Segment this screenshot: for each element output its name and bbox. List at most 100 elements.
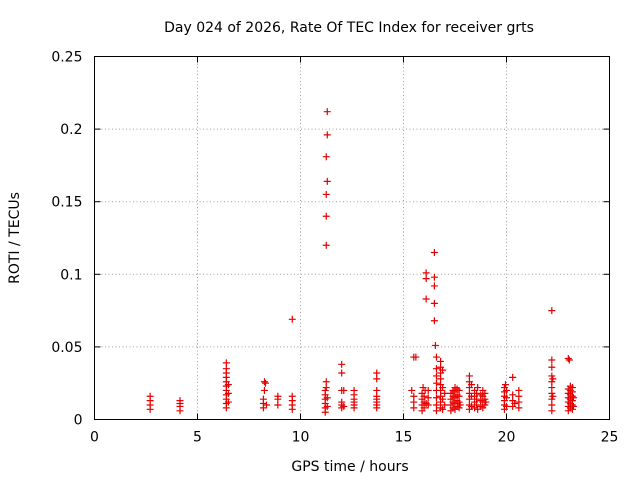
data-point (338, 360, 346, 368)
data-point (410, 392, 418, 400)
data-point (288, 392, 296, 400)
data-point (146, 392, 154, 400)
data-point (373, 386, 381, 394)
data-point (323, 394, 331, 402)
data-point (503, 394, 510, 402)
data-point (501, 381, 509, 389)
data-point (565, 356, 573, 364)
data-point (481, 389, 489, 397)
data-point (439, 366, 447, 374)
x-axis-label: GPS time / hours (291, 459, 408, 475)
x-tick-label: 5 (193, 430, 202, 446)
chart-title: Day 024 of 2026, Rate Of TEC Index for r… (164, 20, 534, 36)
data-point (224, 381, 232, 389)
data-point (441, 401, 449, 409)
data-point (548, 356, 556, 364)
data-point (439, 384, 447, 392)
data-point (430, 282, 438, 290)
data-point (511, 400, 519, 408)
y-tick-label: 0.05 (51, 340, 82, 356)
data-point (274, 392, 282, 400)
data-points (146, 108, 577, 416)
y-tick-label: 0 (74, 413, 83, 429)
data-point (338, 398, 346, 406)
data-point (456, 401, 464, 409)
data-point (224, 398, 232, 406)
data-point (509, 373, 517, 381)
data-point (432, 407, 440, 415)
data-point (569, 402, 577, 410)
y-tick-label: 0.2 (60, 122, 82, 138)
data-point (432, 379, 440, 387)
data-point (455, 386, 463, 394)
data-point (548, 407, 556, 415)
data-point (569, 394, 577, 402)
data-point (432, 353, 440, 361)
data-point (288, 315, 296, 323)
data-point (424, 401, 432, 409)
axis-ticks: 0 5 10 15 20 25 0 0.05 0.1 0.15 0.2 0.25 (51, 50, 618, 446)
data-point (548, 307, 556, 315)
data-point (323, 108, 331, 116)
data-point (424, 394, 432, 402)
x-tick-label: 10 (292, 430, 310, 446)
data-point (473, 389, 481, 397)
data-point (222, 359, 230, 367)
data-point (420, 392, 428, 400)
data-point (439, 395, 447, 403)
data-point (408, 386, 416, 394)
data-point (432, 365, 440, 373)
data-point (439, 405, 447, 413)
data-point (515, 386, 523, 394)
data-point (176, 397, 184, 405)
data-point (412, 353, 420, 361)
data-point (430, 273, 438, 281)
data-point (373, 369, 381, 377)
data-point (509, 391, 517, 399)
data-point (259, 395, 267, 403)
data-point (260, 386, 268, 394)
x-tick-label: 25 (601, 430, 619, 446)
data-point (340, 386, 348, 394)
x-tick-label: 0 (90, 430, 99, 446)
data-point (263, 401, 271, 409)
data-point (260, 378, 268, 386)
data-point (322, 241, 330, 249)
x-tick-label: 20 (498, 430, 516, 446)
x-tick-label: 15 (395, 430, 413, 446)
data-point (422, 269, 430, 277)
data-point (503, 402, 510, 410)
data-point (432, 394, 440, 402)
data-point (322, 212, 330, 220)
data-point (322, 190, 330, 198)
grid-lines (94, 56, 610, 420)
data-point (350, 386, 358, 394)
data-point (564, 355, 572, 363)
y-axis-label: ROTI / TECUs (7, 192, 23, 284)
data-point (430, 249, 438, 257)
data-point (482, 398, 490, 406)
data-point (467, 381, 475, 389)
data-point (322, 378, 330, 386)
data-point (323, 131, 331, 139)
data-point (467, 402, 475, 410)
plot-frame (94, 56, 610, 420)
data-point (568, 384, 576, 392)
data-point (323, 402, 331, 410)
data-point (424, 386, 432, 394)
data-point (432, 372, 440, 380)
data-point (549, 392, 557, 400)
data-point (431, 341, 439, 349)
data-point (224, 389, 232, 397)
data-point (503, 386, 510, 394)
data-point (430, 317, 438, 325)
data-point (441, 389, 449, 397)
data-point (422, 295, 430, 303)
data-point (548, 363, 556, 371)
data-point (549, 375, 557, 383)
data-point (322, 153, 330, 161)
data-point (323, 177, 331, 185)
y-tick-label: 0.1 (60, 267, 82, 283)
data-point (474, 384, 482, 392)
